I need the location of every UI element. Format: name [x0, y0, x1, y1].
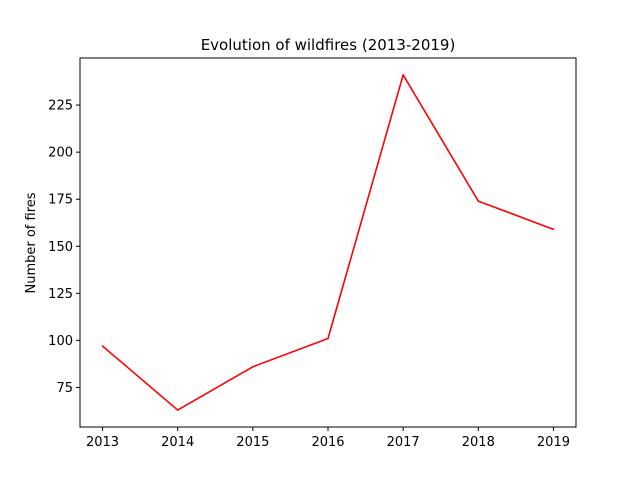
- x-tick-label: 2016: [311, 435, 344, 450]
- y-tick-label: 175: [48, 193, 73, 208]
- y-tick-label: 125: [48, 287, 73, 302]
- y-tick-label: 225: [48, 99, 73, 114]
- y-tick-label: 100: [48, 334, 73, 349]
- data-point: [176, 409, 179, 411]
- data-point: [477, 200, 480, 202]
- x-tick-label: 2015: [236, 435, 269, 450]
- data-point: [402, 74, 404, 76]
- data-point: [101, 345, 104, 347]
- y-tick-label: 75: [56, 381, 73, 396]
- data-point: [552, 228, 555, 231]
- data-point: [327, 337, 329, 340]
- data-point: [252, 365, 254, 368]
- x-tick-label: 2013: [86, 435, 119, 450]
- y-axis-label: Number of fires: [24, 192, 39, 293]
- plot-area: 2013 2014 2015 2016 2017 2018 2019 75 100 125 150 1…: [48, 57, 577, 450]
- chart-title: Evolution of wildfires (2013-2019): [201, 36, 456, 54]
- x-tick-label: 2018: [462, 435, 495, 450]
- y-tick-label: 200: [48, 146, 73, 161]
- x-tick-label: 2017: [387, 435, 420, 450]
- x-tick-label: 2019: [537, 435, 570, 450]
- x-tick-label: 2014: [161, 435, 194, 450]
- y-tick-label: 150: [48, 240, 73, 255]
